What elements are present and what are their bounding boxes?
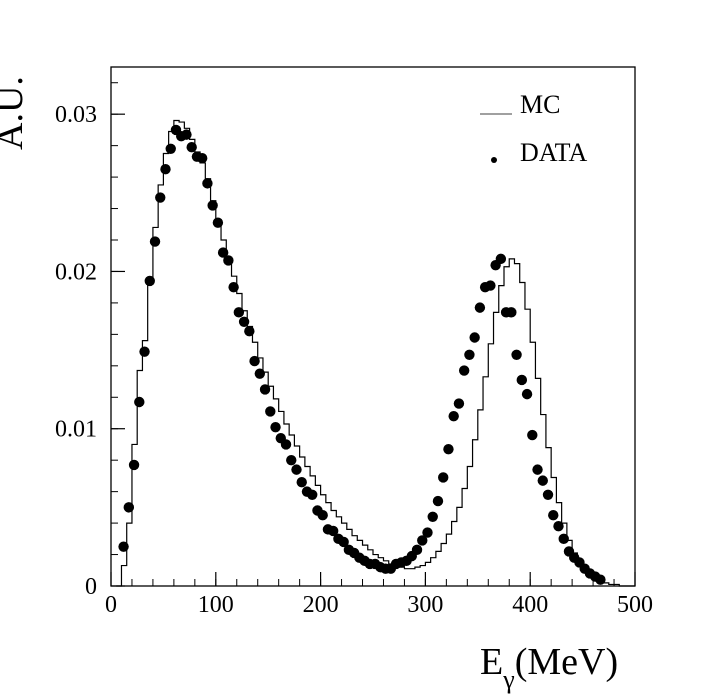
- data-point: [296, 477, 307, 488]
- data-point: [506, 307, 517, 318]
- data-point: [422, 527, 433, 538]
- data-point: [202, 178, 213, 189]
- y-axis-title: A.U.: [0, 76, 31, 150]
- x-tick-label: 0: [105, 592, 117, 618]
- y-major-ticks: [111, 113, 125, 587]
- data-point: [448, 410, 459, 422]
- y-tick-label: 0.02: [55, 259, 97, 285]
- y-tick-label: 0: [85, 574, 97, 600]
- data-point: [327, 525, 339, 537]
- x-tick-labels: 0 100 200 300 400 500: [105, 592, 653, 618]
- data-point: [249, 355, 260, 367]
- x-axis-title-subscript: γ: [502, 665, 515, 694]
- data-point: [338, 536, 349, 548]
- data-point: [521, 388, 533, 400]
- data-point: [548, 510, 559, 521]
- data-point: [254, 368, 266, 379]
- data-point: [181, 129, 192, 140]
- data-point: [438, 472, 449, 483]
- data-point: [123, 502, 135, 513]
- y-minor-ticks: [111, 82, 118, 587]
- data-point: [207, 200, 218, 211]
- data-point: [453, 398, 465, 409]
- data-point: [474, 302, 486, 313]
- data-point: [228, 281, 239, 293]
- x-axis-title-unit: (MeV): [515, 641, 618, 683]
- data-point: [259, 384, 271, 395]
- data-point: [317, 510, 328, 521]
- data-point: [128, 459, 140, 471]
- data-point: [265, 406, 276, 417]
- legend-data-label: DATA: [520, 138, 587, 167]
- legend-mc-label: MC: [520, 90, 560, 119]
- data-point: [527, 429, 538, 441]
- data-point: [411, 544, 423, 556]
- x-tick-label: 300: [407, 592, 443, 618]
- data-point: [553, 521, 564, 532]
- x-tick-label: 400: [512, 592, 548, 618]
- x-tick-label: 200: [303, 592, 339, 618]
- data-point: [511, 349, 522, 361]
- data-point: [542, 489, 554, 500]
- data-point: [443, 443, 454, 455]
- x-axis-title-main: E: [480, 641, 503, 683]
- data-point: [280, 439, 292, 450]
- data-point: [495, 253, 507, 265]
- data-point: [307, 489, 318, 500]
- y-tick-label: 0.01: [55, 417, 97, 443]
- data-point: [286, 454, 297, 466]
- data-point: [270, 421, 281, 433]
- data-point: [417, 535, 428, 546]
- data-point: [144, 275, 155, 287]
- y-tick-labels: 0 0.01 0.02 0.03: [55, 102, 97, 600]
- data-point: [139, 346, 150, 357]
- data-point: [233, 307, 245, 318]
- x-major-ticks: [110, 572, 636, 586]
- x-tick-label: 500: [617, 592, 653, 618]
- data-point: [532, 464, 543, 475]
- x-tick-label: 100: [198, 592, 234, 618]
- x-axis-title: Eγ(MeV): [480, 641, 618, 694]
- data-point: [432, 495, 444, 507]
- legend-data-marker: [491, 157, 497, 163]
- data-point: [464, 349, 475, 361]
- data-point: [212, 217, 224, 228]
- legend: MC DATA: [480, 90, 587, 167]
- data-point: [244, 326, 255, 337]
- data-point: [238, 316, 250, 327]
- data-point: [186, 142, 197, 153]
- data-point: [516, 374, 528, 386]
- data-point: [458, 365, 470, 376]
- data-point: [165, 143, 176, 154]
- data-point: [427, 511, 438, 522]
- data-point: [558, 533, 569, 545]
- data-point: [155, 192, 166, 203]
- data-point: [118, 541, 129, 552]
- data-point: [595, 574, 606, 585]
- data-point: [134, 396, 145, 408]
- data-point: [149, 236, 161, 247]
- x-minor-ticks: [110, 579, 636, 586]
- data-point: [291, 464, 302, 475]
- data-points: [118, 124, 606, 585]
- data-point: [469, 332, 480, 343]
- plot-frame: [110, 66, 636, 587]
- data-point: [160, 164, 171, 175]
- data-point: [485, 280, 496, 291]
- data-point: [217, 247, 229, 258]
- y-tick-label: 0.03: [55, 102, 97, 128]
- data-point: [223, 255, 234, 266]
- data-point: [537, 475, 548, 486]
- data-point: [196, 153, 208, 164]
